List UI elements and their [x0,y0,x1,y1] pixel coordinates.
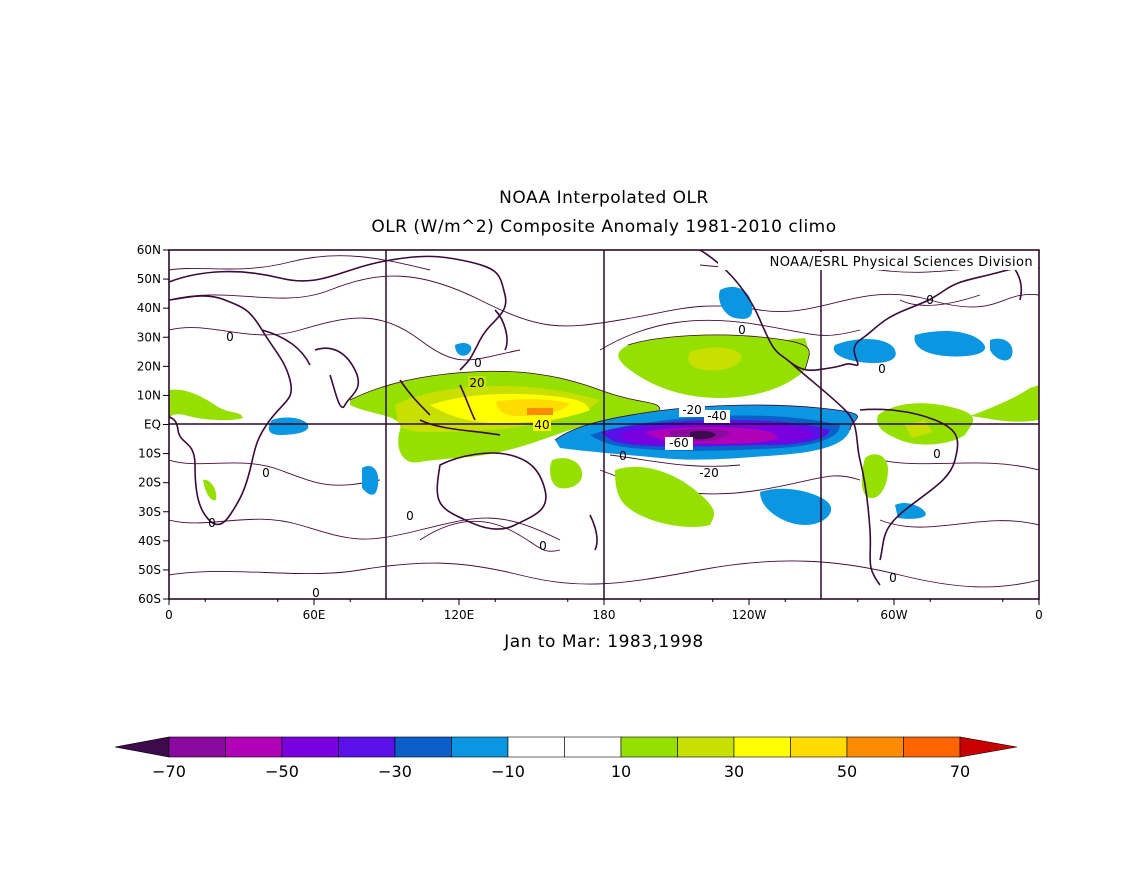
colorbar-box [733,736,791,758]
colorbar-tick-label: −50 [265,762,299,781]
contour-label-0-cape: 0 [208,516,216,530]
y-tick-label: 30N [137,330,161,344]
y-tick-label: 20S [138,476,161,490]
y-tick-label: 40S [138,534,161,548]
x-tick-label: 120E [444,608,475,622]
chart-subtitle: OLR (W/m^2) Composite Anomaly 1981-2010 … [371,217,836,237]
region-africa-positive [169,389,243,421]
x-tick-label: 120W [732,608,767,622]
colorbar-box [507,736,565,758]
region-npac-core [688,347,742,371]
region-satl-negative [895,502,926,519]
colorbar: −70 −50 −30 −10 10 30 50 70 [114,736,1018,781]
colorbar-tick-label: 10 [611,762,631,781]
y-tick-label: 10S [138,447,161,461]
credit-text: NOAA/ESRL Physical Sciences Division [770,255,1033,270]
colorbar-box [846,736,904,758]
contour-label-0-tasman: 0 [539,539,547,553]
contour-label-0-sindian: 0 [406,509,414,523]
x-tick-label: 60W [880,608,907,622]
contour-label-0-safrica: 0 [262,466,270,480]
y-tick-label: 10N [137,388,161,402]
y-tick-label: 20N [137,359,161,373]
colorbar-tick-label: 70 [950,762,970,781]
triangle-right-icon [959,736,1018,758]
contour-label-0-mideast: 0 [226,330,234,344]
anomaly-fills [169,286,1039,527]
colorbar-tick-label: 50 [837,762,857,781]
contour-label-0-spac: 0 [619,449,627,463]
region-nepac-negative [719,286,753,319]
x-tick-label: 0 [165,608,173,622]
colorbar-box [620,736,678,758]
contour-label-0-patagonia: 0 [889,571,897,585]
region-npac-small [785,338,810,360]
chart-title: NOAA Interpolated OLR [499,188,709,208]
colorbar-box [564,736,622,758]
contour-label-neg20: -20 [682,403,702,417]
x-tick-label: 180 [593,608,616,622]
region-sepac-negative [760,488,832,525]
colorbar-tick-label: −10 [491,762,525,781]
region-spac-small [550,458,583,489]
y-axis: 60N 50N 40N 30N 20N 10N EQ 10S 20S 30S 40S 50S 60S [137,243,169,606]
colorbar-box [225,736,283,758]
x-axis: 0 60E 120E 180 120W 60W 0 [165,599,1043,622]
region-brazil-positive [861,454,888,499]
colorbar-box [790,736,848,758]
contour-label-group: 20 40 -20 -40 -60 -20 0 0 0 0 0 0 0 0 0 [208,293,941,600]
contour-label-0-natl: 0 [926,293,934,307]
contour-label-neg40: -40 [707,409,727,423]
contour-label-0-sozone: 0 [312,586,320,600]
contour-label-neg20-south: -20 [699,466,719,480]
region-wp-peak [527,408,553,415]
contour-label-40: 40 [534,418,549,432]
triangle-left-icon [114,736,170,758]
y-tick-label: EQ [144,418,161,432]
x-axis-label: Jan to Mar: 1983,1998 [503,632,703,652]
colorbar-box [168,736,226,758]
colorbar-tick-label: −30 [378,762,412,781]
colorbar-tick-label: 30 [724,762,744,781]
colorbar-box [394,736,452,758]
y-tick-label: 30S [138,505,161,519]
region-indian-negative [268,417,309,435]
colorbar-box [338,736,396,758]
y-tick-label: 40N [137,301,161,315]
credit-background [718,252,1038,270]
y-tick-label: 50N [137,272,161,286]
contour-label-0-satl: 0 [933,447,941,461]
colorbar-tick-label: −70 [152,762,186,781]
region-cpac-peak [690,430,716,440]
region-china-negative [455,342,472,356]
y-tick-label: 50S [138,563,161,577]
x-tick-label: 0 [1035,608,1043,622]
region-spac-positive [615,466,715,527]
contour-label-20: 20 [469,376,484,390]
filled-contour-borders [349,334,858,441]
colorbar-box [903,736,961,758]
region-sindian-negative [362,465,379,495]
region-atlantic-positive [970,385,1039,422]
colorbar-box [677,736,735,758]
plot-area: 20 40 -20 -40 -60 -20 0 0 0 0 0 0 0 0 0 [168,249,1040,600]
region-safrica-positive [203,479,217,501]
colorbar-box [281,736,339,758]
region-natl-negative-2 [990,338,1013,361]
grid-lines [385,250,822,599]
region-gulf-negative [833,338,896,364]
x-tick-label: 60E [303,608,326,622]
region-natl-negative [914,330,986,357]
colorbar-box [451,736,509,758]
contour-label-0-npac: 0 [738,323,746,337]
contour-label-0-wpac: 0 [474,356,482,370]
contour-label-neg60: -60 [669,436,689,450]
y-tick-label: 60N [137,243,161,257]
contour-label-0-carib: 0 [878,362,886,376]
y-tick-label: 60S [138,592,161,606]
